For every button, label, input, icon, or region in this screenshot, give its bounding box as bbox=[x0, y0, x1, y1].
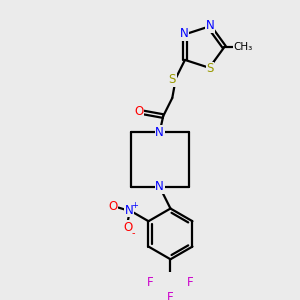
Text: F: F bbox=[167, 291, 174, 300]
Text: N: N bbox=[180, 27, 188, 40]
Text: S: S bbox=[206, 62, 214, 75]
Text: N: N bbox=[155, 180, 164, 193]
Text: +: + bbox=[131, 201, 138, 210]
Text: O: O bbox=[109, 200, 118, 213]
Text: S: S bbox=[169, 73, 176, 86]
Text: N: N bbox=[155, 126, 164, 139]
Text: F: F bbox=[147, 276, 154, 289]
Text: O: O bbox=[134, 105, 143, 118]
Text: F: F bbox=[187, 276, 194, 289]
Text: CH₃: CH₃ bbox=[234, 42, 253, 52]
Text: N: N bbox=[125, 204, 134, 217]
Text: -: - bbox=[131, 228, 135, 238]
Text: N: N bbox=[206, 19, 214, 32]
Text: O: O bbox=[123, 221, 132, 234]
